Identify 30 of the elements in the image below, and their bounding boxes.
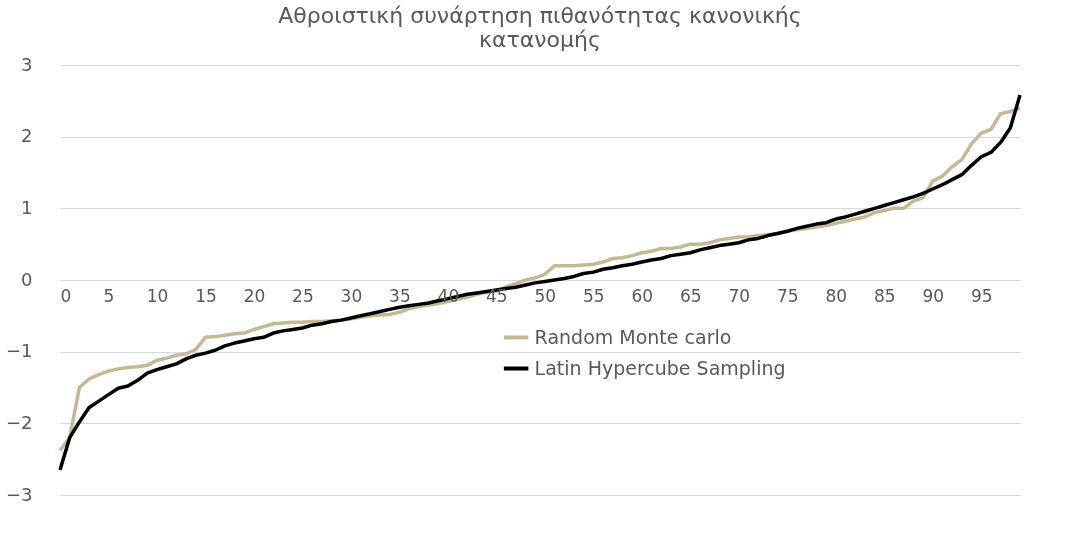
y-tick-label: 2: [21, 125, 33, 147]
x-tick-label: 25: [292, 285, 314, 306]
x-tick-label: 55: [583, 285, 605, 306]
x-tick-label: 65: [679, 285, 702, 306]
legend-label: Random Monte carlo: [534, 325, 732, 348]
chart-title: Αθροιστική συνάρτηση πιθανότητας κανονικής κατανομής: [278, 3, 802, 52]
x-tick-label: 80: [825, 285, 848, 306]
y-tick-label: 1: [21, 196, 33, 218]
x-tick-label: 90: [922, 285, 945, 306]
x-tick-label: 15: [195, 285, 217, 306]
x-tick-label: 45: [486, 285, 508, 306]
x-tick-label: 10: [146, 285, 169, 306]
x-tick-label: 70: [728, 285, 751, 306]
x-tick-label: 85: [873, 285, 896, 306]
x-tick-label: 20: [243, 285, 266, 306]
y-tick-label: −3: [5, 483, 33, 505]
y-tick-label: 3: [21, 53, 33, 75]
x-tick-label: 95: [970, 285, 993, 306]
y-tick-label: 0: [21, 268, 33, 290]
x-tick-label: 75: [776, 285, 799, 306]
x-tick-label: 50: [534, 285, 557, 306]
x-tick-label: 0: [60, 285, 72, 306]
x-tick-label: 35: [389, 285, 411, 306]
x-tick-label: 60: [631, 285, 654, 306]
legend-label: Latin Hypercube Sampling: [534, 356, 786, 379]
y-tick-label: −1: [5, 340, 33, 362]
x-tick-label: 5: [103, 285, 115, 306]
x-tick-label: 30: [340, 285, 363, 306]
x-tick-label: 40: [437, 285, 460, 306]
y-tick-label: −2: [5, 411, 33, 433]
